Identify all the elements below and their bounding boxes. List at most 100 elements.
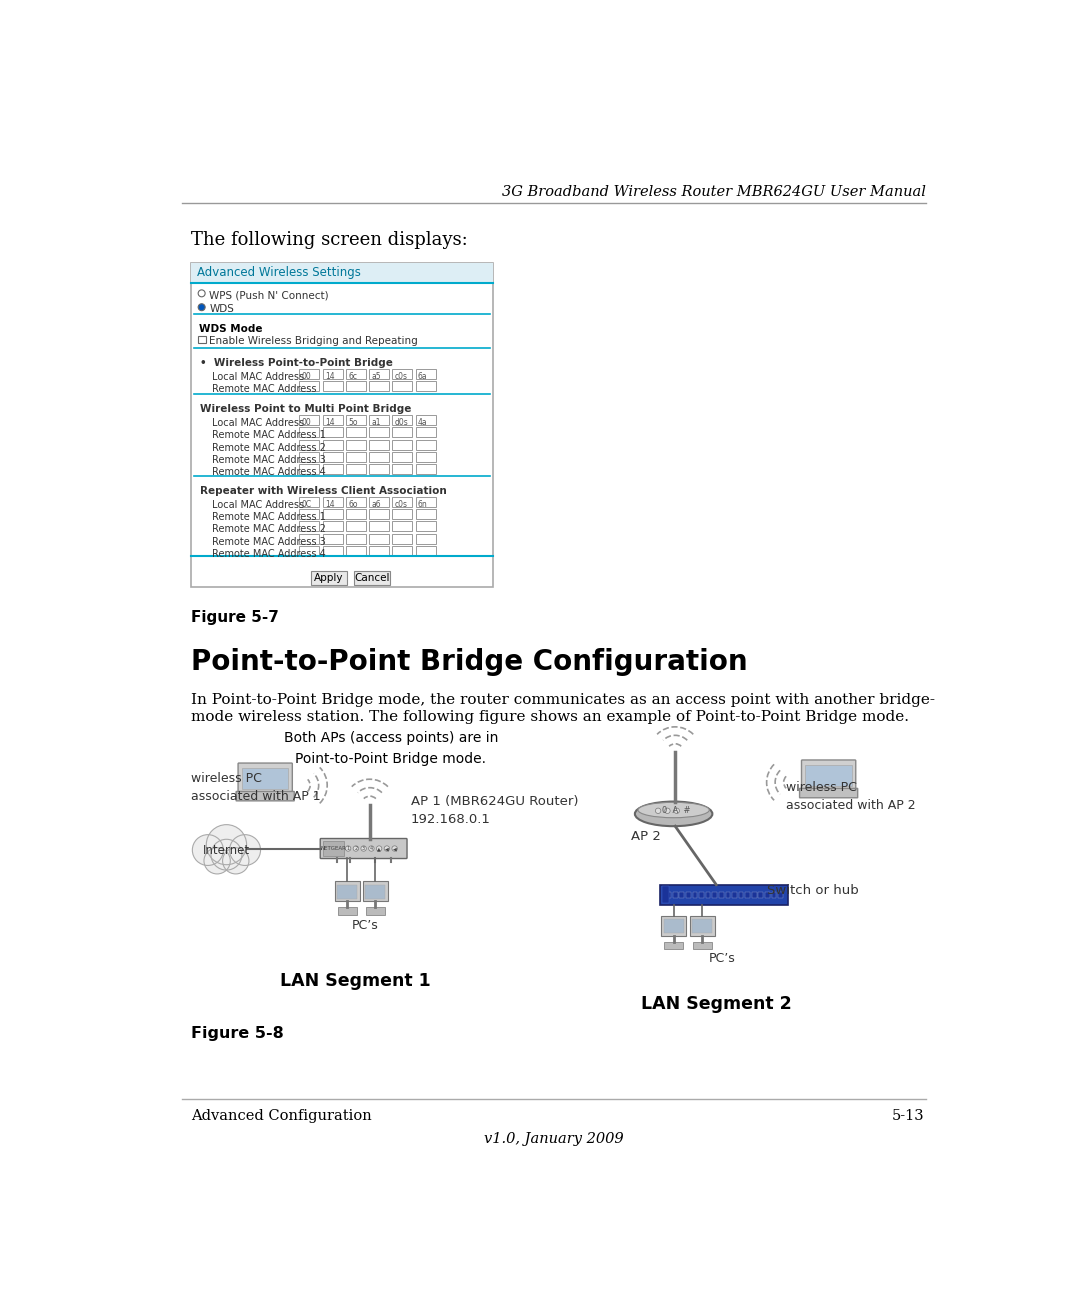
Bar — [660, 885, 788, 905]
Circle shape — [656, 809, 661, 814]
Text: 14: 14 — [325, 419, 335, 428]
Bar — [392, 369, 413, 378]
Text: Figure 5-7: Figure 5-7 — [191, 610, 279, 625]
Bar — [369, 496, 389, 507]
Bar — [346, 439, 366, 450]
Bar — [392, 464, 413, 474]
Bar — [335, 881, 360, 901]
Text: Apply: Apply — [314, 573, 343, 583]
Text: Switch or hub: Switch or hub — [767, 884, 859, 897]
Bar — [346, 496, 366, 507]
Circle shape — [206, 824, 246, 864]
FancyBboxPatch shape — [801, 759, 855, 789]
Bar — [392, 428, 413, 437]
Text: Local MAC Address: Local MAC Address — [213, 500, 305, 509]
Bar — [198, 336, 205, 343]
Text: wireless PC
associated with AP 1: wireless PC associated with AP 1 — [191, 771, 321, 802]
Text: ▲: ▲ — [377, 846, 381, 851]
Bar — [726, 892, 730, 898]
Text: Figure 5-8: Figure 5-8 — [191, 1025, 284, 1041]
Text: d0s: d0s — [394, 419, 408, 428]
Bar — [323, 381, 342, 391]
Bar — [664, 942, 683, 950]
Bar — [323, 509, 342, 518]
Bar — [346, 509, 366, 518]
Bar — [662, 886, 670, 903]
Circle shape — [674, 809, 679, 814]
Bar — [323, 841, 345, 857]
Text: Repeater with Wireless Client Association: Repeater with Wireless Client Associatio… — [200, 486, 447, 496]
Bar — [392, 439, 413, 450]
Circle shape — [198, 290, 205, 297]
Bar — [323, 428, 342, 437]
Text: 00: 00 — [301, 419, 311, 428]
Text: 4a: 4a — [418, 419, 428, 428]
Text: 3G Broadband Wireless Router MBR624GU User Manual: 3G Broadband Wireless Router MBR624GU Us… — [501, 185, 926, 198]
Bar — [416, 496, 435, 507]
Text: Remote MAC Address 3: Remote MAC Address 3 — [213, 537, 326, 547]
Bar — [299, 415, 320, 425]
Text: LAN Segment 1: LAN Segment 1 — [281, 972, 431, 990]
Circle shape — [192, 835, 224, 866]
Bar — [323, 439, 342, 450]
Bar — [346, 415, 366, 425]
Text: a1: a1 — [372, 419, 381, 428]
Text: WPS (Push N' Connect): WPS (Push N' Connect) — [210, 290, 329, 301]
Bar — [666, 892, 671, 898]
Bar — [739, 892, 743, 898]
Circle shape — [222, 848, 248, 874]
Text: LAN Segment 2: LAN Segment 2 — [640, 995, 792, 1012]
Bar — [311, 572, 347, 586]
Bar — [663, 919, 684, 933]
Ellipse shape — [635, 801, 713, 826]
Bar — [369, 509, 389, 518]
Bar — [690, 915, 715, 936]
Bar — [416, 546, 435, 556]
Circle shape — [377, 846, 382, 851]
Text: 6a: 6a — [418, 372, 428, 381]
Bar — [673, 892, 677, 898]
Text: Local MAC Address: Local MAC Address — [213, 372, 305, 382]
Text: •  Wireless Point-to-Point Bridge: • Wireless Point-to-Point Bridge — [200, 358, 393, 368]
Bar — [369, 452, 389, 461]
Bar — [416, 509, 435, 518]
Bar — [713, 892, 717, 898]
Text: WDS: WDS — [210, 305, 234, 314]
Bar — [369, 428, 389, 437]
Text: Wireless Point to Multi Point Bridge: Wireless Point to Multi Point Bridge — [200, 404, 411, 415]
Text: Remote MAC Address 4: Remote MAC Address 4 — [213, 468, 326, 477]
Text: 0C: 0C — [301, 500, 312, 509]
Bar — [299, 521, 320, 531]
Bar — [346, 521, 366, 531]
Bar — [323, 521, 342, 531]
Text: v1.0, January 2009: v1.0, January 2009 — [484, 1131, 623, 1146]
Bar — [369, 415, 389, 425]
Bar — [732, 892, 737, 898]
Text: AP 1 (MBR624GU Router)
192.168.0.1: AP 1 (MBR624GU Router) 192.168.0.1 — [410, 794, 579, 826]
Bar — [661, 915, 686, 936]
Circle shape — [384, 846, 390, 851]
Text: 0  A  #: 0 A # — [662, 806, 690, 815]
Text: 6o: 6o — [348, 500, 357, 509]
Bar — [765, 892, 770, 898]
Text: Point-to-Point Bridge Configuration: Point-to-Point Bridge Configuration — [191, 648, 747, 677]
Circle shape — [204, 848, 230, 874]
Text: Remote MAC Address: Remote MAC Address — [213, 384, 318, 394]
Text: c0s: c0s — [394, 500, 407, 509]
Text: Advanced Wireless Settings: Advanced Wireless Settings — [197, 267, 361, 280]
Bar — [369, 439, 389, 450]
Bar — [346, 452, 366, 461]
Bar — [299, 534, 320, 543]
Text: Cancel: Cancel — [354, 573, 390, 583]
Bar — [392, 509, 413, 518]
Bar — [369, 369, 389, 378]
Text: 14: 14 — [325, 372, 335, 381]
Bar — [323, 369, 342, 378]
Bar — [363, 881, 388, 901]
Text: ◀: ◀ — [384, 846, 389, 851]
Bar — [416, 452, 435, 461]
Text: In Point-to-Point Bridge mode, the router communicates as an access point with a: In Point-to-Point Bridge mode, the route… — [191, 693, 935, 708]
Bar — [416, 439, 435, 450]
Bar — [745, 892, 750, 898]
Bar — [706, 892, 711, 898]
